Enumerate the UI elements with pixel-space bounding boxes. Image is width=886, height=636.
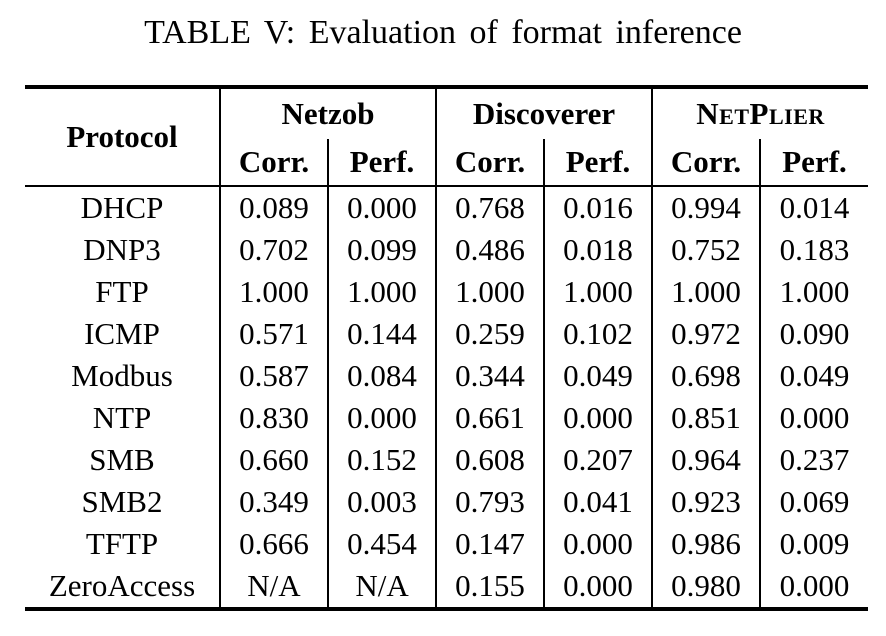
value-cell: 0.587: [219, 355, 328, 397]
value-cell: 0.049: [759, 355, 869, 397]
protocol-cell: DNP3: [83, 232, 161, 267]
value-cell: 0.018: [543, 229, 653, 271]
value-cell: 0.090: [759, 313, 869, 355]
value-cell: 0.003: [326, 481, 437, 523]
protocol-cell: TFTP: [85, 526, 159, 561]
value-cell: N/A: [326, 565, 437, 609]
value-cell: 0.349: [219, 481, 328, 523]
value-cell: 0.994: [651, 186, 761, 229]
format-inference-table: Protocol Netzob Discoverer NetPlier Corr…: [25, 85, 869, 611]
value-cell: 0.666: [219, 523, 328, 565]
table-row-smb: SMB 0.660 0.152 0.608 0.207 0.964 0.237: [25, 439, 869, 481]
value-cell: 0.155: [435, 565, 545, 609]
group-header-row: Protocol Netzob Discoverer NetPlier: [25, 87, 869, 187]
value-cell: 0.183: [759, 229, 869, 271]
value-cell: 0.923: [651, 481, 761, 523]
discoverer-perf-header: Perf.: [543, 139, 653, 187]
value-cell: 0.259: [435, 313, 545, 355]
netplier-perf-header: Perf.: [759, 139, 869, 187]
table-row-smb2: SMB2 0.349 0.003 0.793 0.041 0.923 0.069: [25, 481, 869, 523]
value-cell: 0.009: [759, 523, 869, 565]
value-cell: 0.702: [219, 229, 328, 271]
protocol-cell: NTP: [92, 400, 152, 435]
discoverer-corr-header: Corr.: [435, 139, 545, 187]
subheader-row: Corr. Perf. Corr. Perf. Corr. Perf.: [25, 139, 869, 187]
protocol-cell: SMB2: [81, 484, 163, 519]
value-cell: 1.000: [651, 271, 761, 313]
netplier-corr-header: Corr.: [651, 139, 761, 187]
value-cell: 0.000: [543, 397, 653, 439]
value-cell: 0.144: [326, 313, 437, 355]
value-cell: 0.608: [435, 439, 545, 481]
value-cell: 1.000: [219, 271, 328, 313]
value-cell: 0.147: [435, 523, 545, 565]
table-caption: TABLE V: Evaluation of format inference: [144, 14, 742, 51]
value-cell: 1.000: [435, 271, 545, 313]
value-cell: 0.207: [543, 439, 653, 481]
value-cell: 0.016: [543, 186, 653, 229]
table-row-icmp: ICMP 0.571 0.144 0.259 0.102 0.972 0.090: [25, 313, 869, 355]
netzob-corr-header: Corr.: [219, 139, 328, 187]
table-row-modbus: Modbus 0.587 0.084 0.344 0.049 0.698 0.0…: [25, 355, 869, 397]
value-cell: 0.830: [219, 397, 328, 439]
value-cell: 0.000: [759, 565, 869, 609]
protocol-cell: ICMP: [84, 316, 160, 351]
value-cell: 0.089: [219, 186, 328, 229]
protocol-cell: Modbus: [71, 358, 173, 393]
value-cell: 0.014: [759, 186, 869, 229]
value-cell: 0.486: [435, 229, 545, 271]
value-cell: 0.851: [651, 397, 761, 439]
value-cell: 0.000: [759, 397, 869, 439]
value-cell: N/A: [219, 565, 328, 609]
value-cell: 1.000: [543, 271, 653, 313]
value-cell: 0.069: [759, 481, 869, 523]
table-row-zeroaccess: ZeroAccess N/A N/A 0.155 0.000 0.980 0.0…: [25, 565, 869, 609]
value-cell: 0.752: [651, 229, 761, 271]
value-cell: 0.454: [326, 523, 437, 565]
value-cell: 0.102: [543, 313, 653, 355]
value-cell: 0.661: [435, 397, 545, 439]
value-cell: 0.980: [651, 565, 761, 609]
table-row-ntp: NTP 0.830 0.000 0.661 0.000 0.851 0.000: [25, 397, 869, 439]
value-cell: 0.986: [651, 523, 761, 565]
value-cell: 0.000: [326, 397, 437, 439]
table-row-dhcp: DHCP 0.089 0.000 0.768 0.016 0.994 0.014: [25, 186, 869, 229]
value-cell: 0.152: [326, 439, 437, 481]
netzob-perf-header: Perf.: [326, 139, 437, 187]
group-header-discoverer: Discoverer: [435, 87, 653, 139]
protocol-column-header: Protocol: [25, 87, 220, 187]
table-header: Protocol Netzob Discoverer NetPlier Corr…: [25, 87, 869, 187]
value-cell: 0.571: [219, 313, 328, 355]
protocol-cell: SMB: [89, 442, 155, 477]
table-body: DHCP 0.089 0.000 0.768 0.016 0.994 0.014…: [25, 186, 869, 609]
value-cell: 0.972: [651, 313, 761, 355]
value-cell: 0.237: [759, 439, 869, 481]
value-cell: 0.768: [435, 186, 545, 229]
value-cell: 0.000: [326, 186, 437, 229]
value-cell: 0.344: [435, 355, 545, 397]
value-cell: 0.041: [543, 481, 653, 523]
value-cell: 0.000: [543, 565, 653, 609]
table-row-tftp: TFTP 0.666 0.454 0.147 0.000 0.986 0.009: [25, 523, 869, 565]
group-header-netplier: NetPlier: [651, 87, 869, 139]
value-cell: 0.698: [651, 355, 761, 397]
value-cell: 0.000: [543, 523, 653, 565]
protocol-cell: FTP: [95, 274, 149, 309]
table-row-dnp3: DNP3 0.702 0.099 0.486 0.018 0.752 0.183: [25, 229, 869, 271]
value-cell: 1.000: [759, 271, 869, 313]
value-cell: 0.660: [219, 439, 328, 481]
value-cell: 1.000: [326, 271, 437, 313]
value-cell: 0.084: [326, 355, 437, 397]
value-cell: 0.099: [326, 229, 437, 271]
table-row-ftp: FTP 1.000 1.000 1.000 1.000 1.000 1.000: [25, 271, 869, 313]
protocol-cell: ZeroAccess: [48, 568, 196, 603]
value-cell: 0.793: [435, 481, 545, 523]
value-cell: 0.049: [543, 355, 653, 397]
value-cell: 0.964: [651, 439, 761, 481]
protocol-cell: DHCP: [80, 190, 164, 225]
group-header-netzob: Netzob: [218, 87, 437, 139]
